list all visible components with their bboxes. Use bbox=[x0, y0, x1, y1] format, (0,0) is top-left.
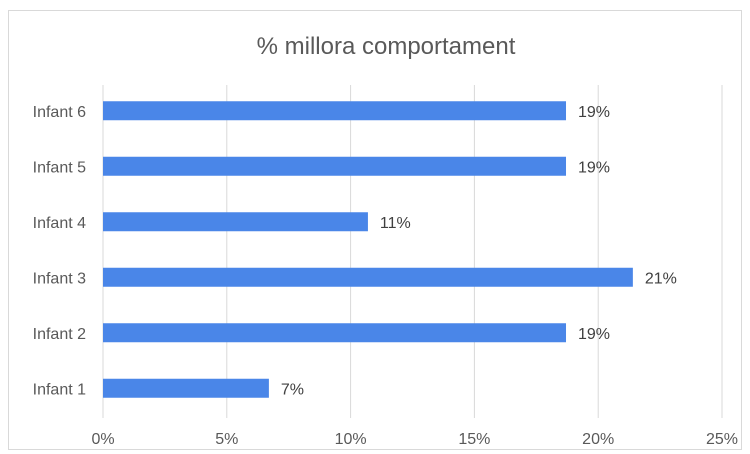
bar bbox=[103, 101, 567, 121]
bar-data-label: 19% bbox=[578, 159, 610, 176]
bar bbox=[103, 267, 633, 287]
bar bbox=[103, 156, 567, 176]
bar bbox=[103, 212, 368, 232]
bar-data-label: 21% bbox=[645, 270, 677, 287]
y-category-label: Infant 3 bbox=[33, 270, 86, 287]
x-tick-label: 10% bbox=[335, 431, 367, 448]
bar bbox=[103, 323, 567, 343]
x-tick-label: 5% bbox=[215, 431, 238, 448]
y-category-label: Infant 5 bbox=[33, 159, 86, 176]
gridlines bbox=[102, 85, 723, 418]
bar-data-label: 11% bbox=[380, 215, 411, 232]
bar-data-label: 19% bbox=[578, 326, 610, 343]
y-category-label: Infant 4 bbox=[33, 215, 86, 232]
x-tick-label: 0% bbox=[91, 431, 114, 448]
labels: 0% 5% 10% 15% 20% 25% Infant 1 7% Infant 2 19% Inf… bbox=[33, 104, 738, 448]
y-category-label: Infant 6 bbox=[33, 104, 86, 121]
x-tick-label: 20% bbox=[582, 431, 614, 448]
bars bbox=[103, 101, 633, 398]
bar bbox=[103, 378, 269, 398]
bar-data-label: 19% bbox=[578, 104, 610, 121]
x-tick-label: 25% bbox=[706, 431, 738, 448]
bar-data-label: 7% bbox=[281, 381, 304, 398]
chart-title: % millora comportament bbox=[257, 33, 516, 60]
y-category-label: Infant 2 bbox=[33, 326, 86, 343]
x-tick-label: 15% bbox=[458, 431, 490, 448]
y-category-label: Infant 1 bbox=[33, 381, 86, 398]
